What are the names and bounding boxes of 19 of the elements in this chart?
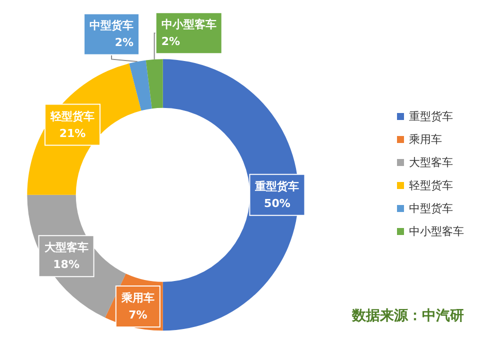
data-label: 18% [53, 258, 80, 272]
slice-label: 乘用车 [120, 291, 154, 304]
data-label: 7% [128, 308, 148, 322]
legend-label: 轻型货车 [409, 179, 453, 192]
legend-label: 中小型客车 [409, 225, 464, 238]
source-note: 数据来源：中汽研 [351, 308, 464, 324]
data-label: 2% [161, 35, 180, 48]
legend-label: 中型货车 [409, 202, 453, 215]
slice-label: 轻型货车 [50, 110, 94, 123]
slice-label: 重型货车 [254, 180, 300, 193]
slice-label: 中小型客车 [161, 18, 216, 32]
data-label: 50% [264, 196, 290, 210]
legend-label: 乘用车 [409, 133, 442, 146]
data-label: 21% [59, 126, 86, 140]
slice-label: 大型客车 [44, 241, 88, 254]
legend-label: 重型货车 [409, 110, 453, 123]
legend-label: 大型客车 [409, 156, 453, 169]
data-label: 2% [114, 36, 134, 50]
slice-label: 中型货车 [90, 19, 134, 32]
